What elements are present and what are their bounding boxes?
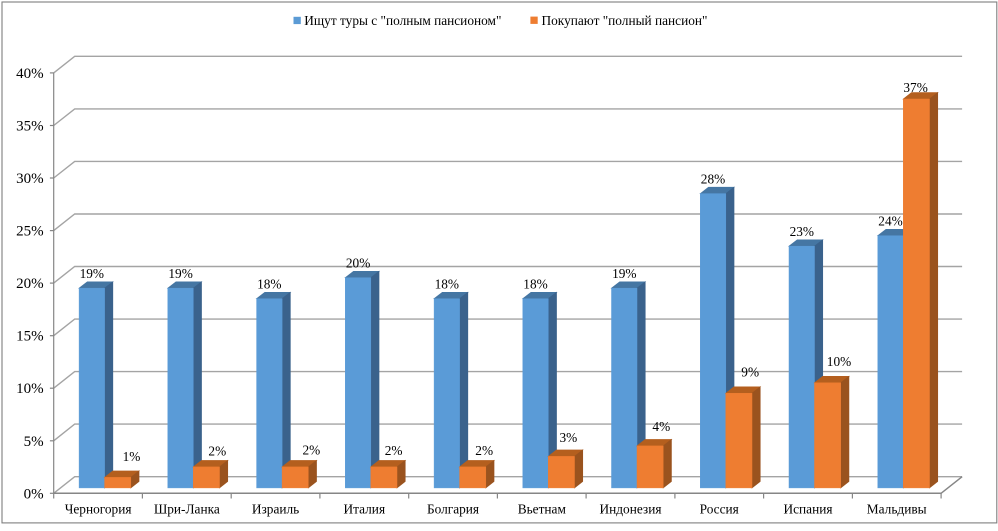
svg-text:30%: 30% xyxy=(16,171,44,187)
svg-text:19%: 19% xyxy=(168,266,192,281)
svg-text:Покупают "полный пансион": Покупают "полный пансион" xyxy=(542,13,708,28)
svg-text:Вьетнам: Вьетнам xyxy=(518,501,567,516)
svg-text:Ищут туры с "полным пансионом": Ищут туры с "полным пансионом" xyxy=(304,13,501,28)
svg-text:23%: 23% xyxy=(790,224,814,239)
svg-text:15%: 15% xyxy=(16,329,44,345)
svg-text:25%: 25% xyxy=(16,224,44,240)
svg-text:2%: 2% xyxy=(475,443,493,458)
svg-text:3%: 3% xyxy=(560,430,578,445)
svg-text:28%: 28% xyxy=(701,172,725,187)
svg-text:Болгария: Болгария xyxy=(427,501,479,516)
svg-text:19%: 19% xyxy=(80,266,104,281)
svg-text:4%: 4% xyxy=(652,419,670,434)
svg-text:35%: 35% xyxy=(16,119,44,135)
svg-text:Испания: Испания xyxy=(784,501,833,516)
svg-text:5%: 5% xyxy=(24,434,44,450)
svg-text:Мальдивы: Мальдивы xyxy=(867,501,927,516)
svg-text:20%: 20% xyxy=(346,256,370,271)
svg-text:2%: 2% xyxy=(303,442,321,457)
svg-text:Шри-Ланка: Шри-Ланка xyxy=(154,501,220,516)
svg-text:Израиль: Израиль xyxy=(252,501,299,516)
svg-text:0%: 0% xyxy=(24,486,44,502)
svg-text:Черногория: Черногория xyxy=(65,501,132,516)
svg-text:19%: 19% xyxy=(612,266,636,281)
svg-text:20%: 20% xyxy=(16,276,44,292)
svg-text:Индонезия: Индонезия xyxy=(600,501,662,516)
svg-text:Россия: Россия xyxy=(700,501,739,516)
svg-text:18%: 18% xyxy=(257,277,281,292)
svg-text:18%: 18% xyxy=(523,277,547,292)
svg-text:1%: 1% xyxy=(123,449,141,464)
svg-text:24%: 24% xyxy=(878,214,902,229)
svg-text:Италия: Италия xyxy=(344,501,386,516)
svg-text:18%: 18% xyxy=(435,277,459,292)
svg-text:2%: 2% xyxy=(208,443,226,458)
svg-text:9%: 9% xyxy=(741,364,759,379)
svg-text:10%: 10% xyxy=(16,381,44,397)
svg-text:10%: 10% xyxy=(827,354,851,369)
svg-text:37%: 37% xyxy=(903,80,927,95)
svg-text:40%: 40% xyxy=(16,66,44,82)
svg-text:2%: 2% xyxy=(385,443,403,458)
